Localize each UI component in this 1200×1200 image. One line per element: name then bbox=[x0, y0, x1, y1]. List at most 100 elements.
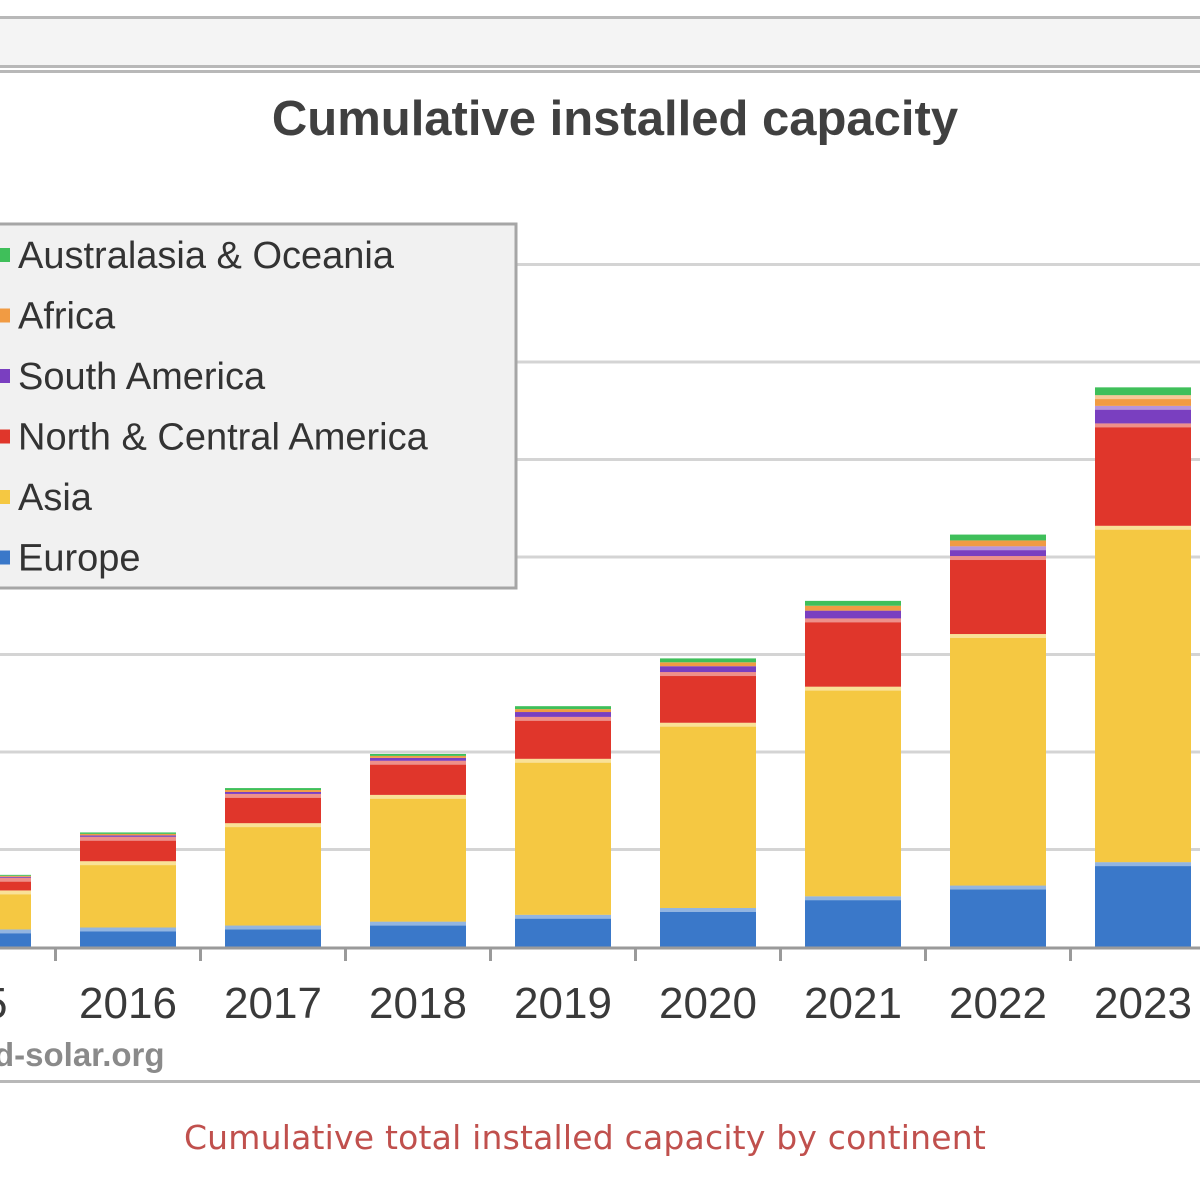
bar-stack-2015 bbox=[0, 874, 31, 947]
bar-segment-asia-2015 bbox=[0, 890, 31, 930]
bar-segment-north-central-america-2021 bbox=[805, 618, 901, 687]
bar-segment-north-central-america-2016 bbox=[80, 836, 176, 862]
bar-stack-2021 bbox=[805, 600, 901, 947]
legend-label: Australasia & Oceania bbox=[18, 235, 395, 277]
chart-title: Cumulative installed capacity bbox=[272, 92, 958, 146]
figure-caption: Cumulative total installed capacity by c… bbox=[183, 1118, 987, 1157]
bar-segment-highlight bbox=[660, 908, 756, 912]
legend-swatch bbox=[0, 429, 10, 444]
bar-segment-highlight bbox=[805, 618, 901, 623]
legend-label: North & Central America bbox=[18, 417, 429, 459]
legend-swatch bbox=[0, 369, 10, 383]
legend-label: Europe bbox=[18, 538, 141, 580]
bars bbox=[0, 387, 1191, 947]
legend-item: South America bbox=[0, 356, 266, 398]
bar-segment-highlight bbox=[225, 793, 321, 798]
bar-segment-highlight bbox=[80, 861, 176, 866]
bar-segment-highlight bbox=[805, 686, 901, 691]
bar-segment-asia-2023 bbox=[1095, 525, 1191, 863]
bar-stack-2022 bbox=[950, 534, 1046, 947]
bar-segment-south-america-2015 bbox=[0, 876, 31, 878]
x-tick-label: 2017 bbox=[224, 979, 322, 1028]
bar-segment-europe-2023 bbox=[1095, 862, 1191, 947]
bar-segment-highlight bbox=[950, 546, 1046, 551]
bar-segment-highlight bbox=[950, 885, 1046, 890]
x-tick-label: 2021 bbox=[804, 979, 902, 1028]
bar-segment-highlight bbox=[0, 890, 31, 895]
bar-segment-africa-2020 bbox=[660, 662, 756, 667]
bar-segment-europe-2020 bbox=[660, 908, 756, 947]
bar-segment-australasia-oceania-2016 bbox=[80, 832, 176, 834]
bar-segment-europe-2017 bbox=[225, 925, 321, 947]
bar-segment-australasia-oceania-2018 bbox=[370, 753, 466, 756]
legend-label: Asia bbox=[18, 477, 93, 519]
bar-segment-highlight bbox=[80, 927, 176, 932]
bar-segment-highlight bbox=[370, 760, 466, 765]
legend-swatch bbox=[0, 550, 10, 565]
bar-segment-highlight bbox=[1095, 862, 1191, 867]
legend-item: Africa bbox=[0, 296, 116, 338]
bar-segment-south-america-2022 bbox=[950, 546, 1046, 557]
x-tick-label: 2023 bbox=[1094, 979, 1192, 1028]
bar-segment-europe-2018 bbox=[370, 921, 466, 947]
bar-segment-north-central-america-2018 bbox=[370, 760, 466, 795]
legend-swatch bbox=[0, 308, 10, 323]
bar-segment-highlight bbox=[515, 914, 611, 919]
x-axis: 15 2016 2017 2018 2019 2020 2021 2022 2023 bbox=[0, 946, 1200, 1028]
bar-segment-australasia-oceania-2023 bbox=[1095, 387, 1191, 396]
legend-item: Australasia & Oceania bbox=[0, 235, 395, 277]
x-tick-label: 15 bbox=[0, 979, 7, 1028]
bar-segment-africa-2021 bbox=[805, 605, 901, 611]
bar-segment-asia-2022 bbox=[950, 634, 1046, 886]
bar-segment-south-america-2021 bbox=[805, 610, 901, 619]
bar-segment-highlight bbox=[370, 794, 466, 799]
bar-segment-africa-2016 bbox=[80, 833, 176, 836]
bar-segment-highlight bbox=[515, 716, 611, 721]
bar-segment-asia-2021 bbox=[805, 686, 901, 897]
bar-segment-north-central-america-2017 bbox=[225, 793, 321, 824]
bar-segment-asia-2020 bbox=[660, 722, 756, 908]
bar-segment-highlight bbox=[1095, 525, 1191, 530]
bar-segment-africa-2017 bbox=[225, 790, 321, 792]
legend-swatch bbox=[0, 248, 10, 262]
x-tick-label: 2019 bbox=[514, 979, 612, 1028]
bar-segment-australasia-oceania-2021 bbox=[805, 600, 901, 606]
bar-segment-south-america-2016 bbox=[80, 835, 176, 837]
bar-segment-highlight bbox=[1095, 395, 1191, 400]
legend: Australasia & Oceania Africa South America… bbox=[0, 222, 518, 590]
bar-segment-australasia-oceania-2022 bbox=[950, 534, 1046, 541]
legend-item: North & Central America bbox=[0, 417, 429, 459]
bar-segment-highlight bbox=[660, 722, 756, 727]
bar-segment-europe-2015 bbox=[0, 929, 31, 947]
bar-segment-africa-2015 bbox=[0, 875, 31, 877]
bar-segment-south-america-2019 bbox=[515, 712, 611, 717]
bar-segment-north-central-america-2020 bbox=[660, 672, 756, 723]
bar-segment-south-america-2018 bbox=[370, 757, 466, 761]
source-label: d-solar.org bbox=[0, 1036, 165, 1073]
bar-stack-2019 bbox=[515, 706, 611, 947]
bar-segment-australasia-oceania-2015 bbox=[0, 874, 31, 876]
bar-segment-highlight bbox=[225, 823, 321, 828]
bar-segment-africa-2023 bbox=[1095, 395, 1191, 406]
bar-stack-2016 bbox=[80, 832, 176, 947]
legend-label: South America bbox=[18, 356, 266, 398]
bar-segment-south-america-2017 bbox=[225, 791, 321, 794]
bar-segment-highlight bbox=[225, 925, 321, 930]
x-tick-label: 2016 bbox=[79, 979, 177, 1028]
window-top-strip bbox=[0, 16, 1200, 68]
bar-segment-africa-2022 bbox=[950, 540, 1046, 547]
bar-segment-highlight bbox=[950, 634, 1046, 639]
bar-segment-highlight bbox=[1095, 405, 1191, 410]
bar-segment-highlight bbox=[660, 672, 756, 677]
bar-stack-2023 bbox=[1095, 387, 1191, 947]
bar-segment-highlight bbox=[950, 556, 1046, 561]
bar-segment-south-america-2020 bbox=[660, 666, 756, 673]
bar-stack-2017 bbox=[225, 788, 321, 947]
bar-segment-asia-2019 bbox=[515, 758, 611, 915]
x-tick-label: 2022 bbox=[949, 979, 1047, 1028]
x-tick-label: 2018 bbox=[369, 979, 467, 1028]
bar-segment-africa-2019 bbox=[515, 709, 611, 713]
bar-segment-europe-2016 bbox=[80, 927, 176, 947]
